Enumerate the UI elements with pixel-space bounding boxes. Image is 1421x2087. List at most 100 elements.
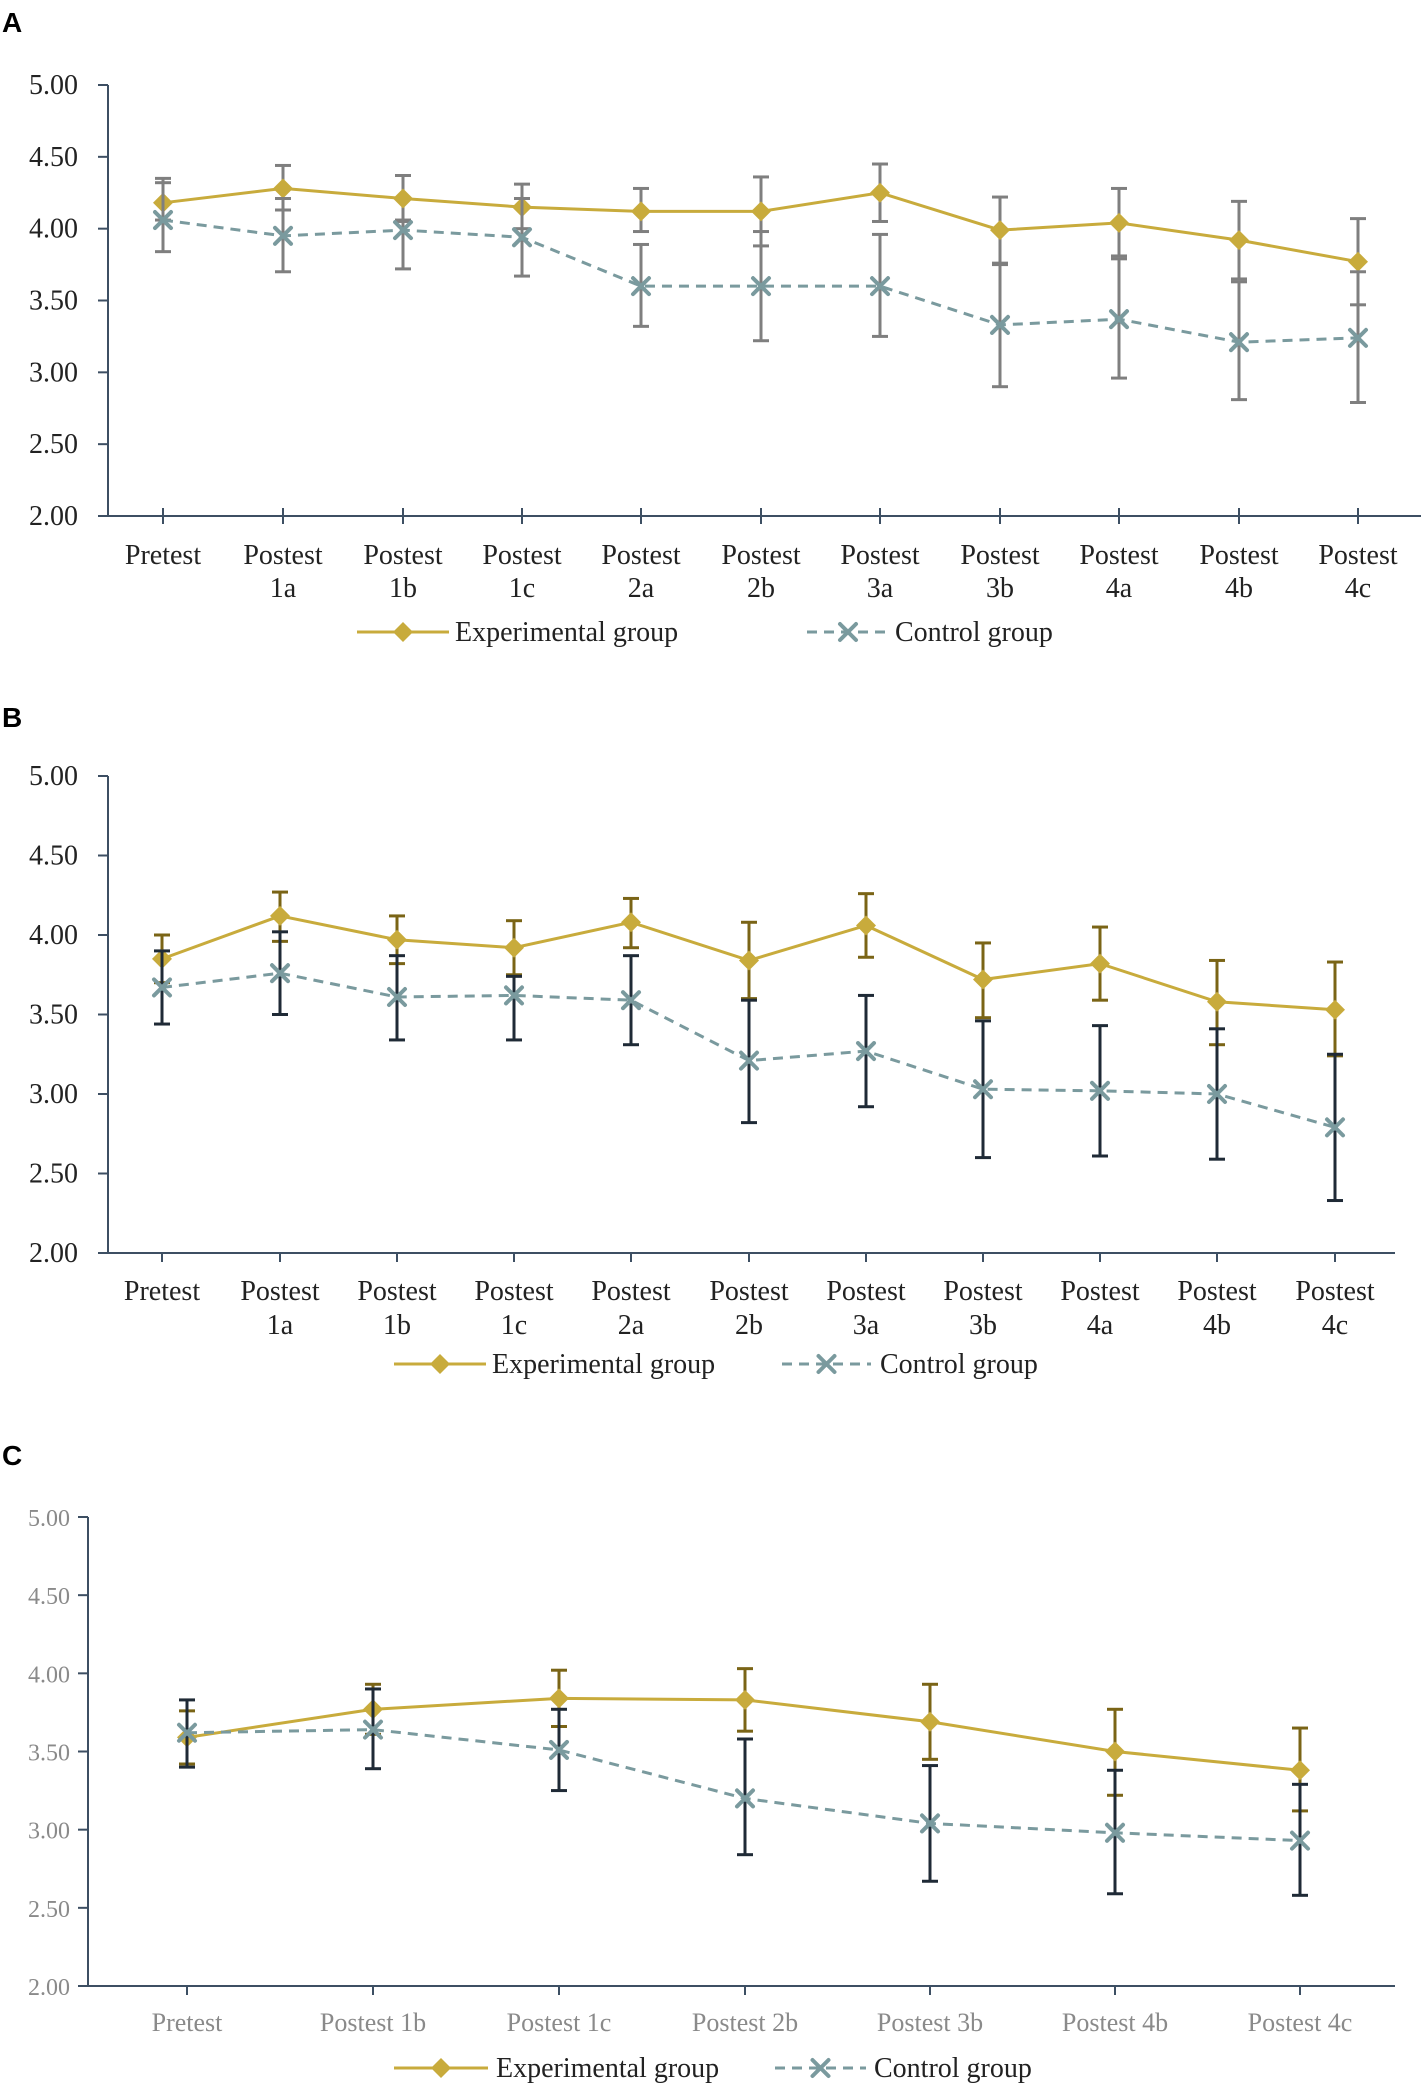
data-point: [393, 220, 413, 241]
control-series: [177, 1687, 1310, 1897]
data-point: [549, 1739, 569, 1760]
control-series: [152, 930, 1345, 1203]
y-tick-label: 4.00: [28, 1662, 70, 1688]
data-point: [387, 987, 407, 1008]
data-point: [387, 929, 407, 950]
x-tick-label: Postest: [482, 540, 562, 571]
legend-control-marker: [810, 2058, 831, 2078]
x-tick-label: 2a: [618, 1310, 645, 1341]
data-point: [1348, 251, 1368, 272]
legend-experimental-label: Experimental group: [455, 617, 678, 648]
y-tick-label: 2.00: [28, 1975, 70, 2001]
data-point: [273, 178, 293, 199]
data-point: [549, 1688, 569, 1709]
y-tick-label: 4.00: [29, 214, 78, 245]
x-tick-label: 3a: [853, 1310, 880, 1341]
legend-experimental-marker: [431, 2058, 451, 2078]
data-point: [152, 977, 172, 998]
legend-experimental-label: Experimental group: [496, 2053, 719, 2084]
x-tick-label: 4c: [1322, 1310, 1348, 1341]
data-point: [504, 937, 524, 958]
y-tick-label: 4.50: [29, 142, 78, 173]
y-tick-label: 4.00: [29, 920, 78, 951]
y-tick-label: 5.00: [29, 761, 78, 792]
x-tick-label: 3b: [986, 573, 1014, 604]
data-point: [1229, 332, 1249, 353]
data-point: [973, 1079, 993, 1100]
control-series: [153, 176, 1368, 405]
data-point: [177, 1722, 197, 1743]
legend: Experimental group Control group: [357, 617, 1053, 648]
data-point: [1109, 212, 1129, 233]
legend-control-marker: [816, 1354, 837, 1374]
data-point: [393, 188, 413, 209]
x-tick-label: 4b: [1225, 573, 1253, 604]
x-tick-label: Postest: [840, 540, 920, 571]
x-tick-label: Postest 2b: [692, 2008, 798, 2037]
data-point: [751, 276, 771, 297]
data-point: [990, 220, 1010, 241]
data-point: [1325, 1117, 1345, 1138]
x-tick-label: Postest: [240, 1276, 320, 1307]
x-tick-label: 1b: [383, 1310, 411, 1341]
legend-experimental-label: Experimental group: [492, 1349, 715, 1380]
legend: Experimental group Control group: [394, 1349, 1038, 1380]
y-tick-label: 4.50: [29, 841, 78, 872]
panel-label: C: [2, 1440, 22, 1471]
x-tick-label: 1a: [270, 573, 297, 604]
y-tick-label: 5.00: [29, 70, 78, 101]
data-point: [1290, 1760, 1310, 1781]
data-point: [1325, 999, 1345, 1020]
data-point: [153, 210, 173, 231]
y-tick-label: 3.00: [28, 1819, 70, 1845]
legend-control-label: Control group: [895, 617, 1053, 648]
x-tick-label: Postest 4c: [1248, 2008, 1353, 2037]
y-tick-label: 3.50: [29, 1000, 78, 1031]
x-tick-label: Postest: [591, 1276, 671, 1307]
x-tick-label: Postest: [709, 1276, 789, 1307]
data-point: [1109, 309, 1129, 330]
chart-panel-a: A 2.00 2.50 3.00 3.50 4.00 4.50 5.00 Pretest Post…: [2, 7, 1421, 648]
data-point: [870, 276, 890, 297]
x-tick-label: Postest 4b: [1062, 2008, 1168, 2037]
chart-panel-b: B 2.00 2.50 3.00 3.50 4.00 4.50 5.00 Pretest Post…: [2, 702, 1395, 1380]
x-tick-label: Postest 1b: [320, 2008, 426, 2037]
data-point: [1348, 327, 1368, 348]
y-tick-label: 3.00: [29, 357, 78, 388]
data-point: [856, 915, 876, 936]
y-tick-label: 2.00: [29, 1238, 78, 1269]
x-tick-label: Postest: [943, 1276, 1023, 1307]
x-tick-label: Postest: [363, 540, 443, 571]
x-tick-label: Postest: [1060, 1276, 1140, 1307]
data-point: [1105, 1741, 1125, 1762]
x-tick-label: 1c: [501, 1310, 527, 1341]
x-tick-label: 1c: [509, 573, 535, 604]
x-tick-label: Postest: [243, 540, 323, 571]
panel-label: B: [2, 702, 22, 733]
y-tick-label: 2.00: [29, 501, 78, 532]
legend-control-marker: [838, 622, 858, 642]
data-point: [270, 963, 290, 984]
legend-experimental-marker: [393, 622, 413, 642]
x-tick-label: Postest: [826, 1276, 906, 1307]
x-tick-label: Postest 3b: [877, 2008, 983, 2037]
y-tick-label: 2.50: [29, 429, 78, 460]
data-point: [270, 905, 290, 926]
data-point: [273, 225, 293, 246]
y-tick-label: 4.50: [28, 1584, 70, 1610]
x-tick-label: Pretest: [152, 2008, 224, 2037]
data-point: [363, 1719, 383, 1740]
y-tick-label: 3.50: [28, 1741, 70, 1767]
panel-label: A: [2, 7, 22, 38]
y-tick-label: 5.00: [28, 1506, 70, 1532]
x-tick-label: 2b: [747, 573, 775, 604]
data-point: [631, 201, 651, 222]
data-point: [990, 314, 1010, 335]
data-point: [1105, 1822, 1125, 1843]
legend-control-label: Control group: [880, 1349, 1038, 1380]
x-tick-label: Postest: [960, 540, 1040, 571]
y-tick-label: 2.50: [28, 1897, 70, 1923]
data-point: [621, 912, 641, 933]
x-tick-label: Postest: [1079, 540, 1159, 571]
data-point: [920, 1813, 940, 1834]
